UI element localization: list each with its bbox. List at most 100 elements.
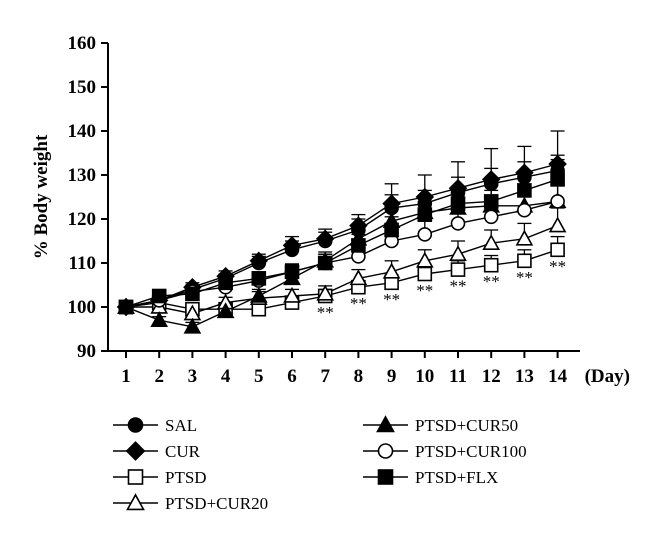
- series-layer: [116, 130, 567, 334]
- x-tick-label: 3: [188, 366, 198, 387]
- series-markers-ptsd-flx: [118, 172, 565, 315]
- data-point: [450, 196, 466, 211]
- legend-label: PTSD+CUR100: [415, 442, 527, 461]
- data-point: [517, 202, 532, 218]
- data-point: [284, 264, 300, 280]
- data-point: [349, 269, 368, 286]
- data-point: [483, 194, 499, 209]
- significance-marker: **: [317, 303, 334, 322]
- y-tick-label: 140: [68, 121, 97, 142]
- data-point: [548, 216, 567, 233]
- data-point: [316, 284, 335, 301]
- data-point: [251, 271, 267, 286]
- y-axis-label: % Body weight: [31, 134, 52, 259]
- data-point: [150, 311, 169, 327]
- legend: SAL CUR PTSD PTSD+CUR20 PTSD+CUR50 PTSD+CUR10…: [113, 415, 527, 513]
- data-point: [483, 209, 499, 225]
- x-tick-label: 6: [287, 366, 297, 387]
- data-point: [481, 170, 501, 189]
- data-point: [483, 257, 499, 273]
- data-point: [218, 275, 233, 291]
- x-tick-label: 10: [415, 366, 434, 387]
- annotation-layer: ** ** ** ** ** ** ** **: [317, 257, 566, 322]
- x-tick-label: 13: [515, 366, 534, 387]
- legend-marker: [127, 417, 144, 433]
- legend-item: PTSD+CUR20: [113, 493, 268, 513]
- data-point: [417, 207, 433, 222]
- significance-marker: **: [483, 272, 500, 291]
- x-tick-label: 1: [121, 366, 131, 387]
- legend-marker: [126, 493, 145, 511]
- data-point: [382, 262, 401, 279]
- data-point: [384, 222, 399, 238]
- legend-label: PTSD+CUR50: [415, 416, 518, 435]
- significance-marker: **: [450, 277, 467, 296]
- x-tick-label: 2: [154, 366, 164, 387]
- significance-marker: **: [549, 257, 566, 276]
- data-point: [482, 234, 501, 250]
- x-tick-label: 11: [449, 366, 467, 387]
- y-tick-label: 150: [68, 77, 97, 98]
- x-tick-label: 12: [482, 366, 501, 387]
- x-tick-label: 8: [354, 366, 364, 387]
- x-tick-label: 9: [387, 366, 397, 387]
- significance-marker: **: [383, 290, 400, 309]
- data-point: [183, 317, 202, 334]
- data-point: [351, 238, 366, 253]
- legend-item: PTSD: [113, 468, 207, 487]
- y-tick-label: 100: [68, 297, 97, 318]
- legend-item: CUR: [113, 441, 201, 461]
- data-point: [417, 266, 433, 282]
- data-point: [550, 172, 565, 187]
- y-tick-label: 110: [69, 253, 96, 274]
- x-tick-label: 4: [221, 366, 231, 387]
- legend-item: SAL: [113, 416, 197, 435]
- x-tick-label: 14: [548, 366, 568, 387]
- data-point: [450, 262, 466, 277]
- data-point: [517, 253, 532, 269]
- data-point: [216, 302, 235, 319]
- significance-marker: **: [350, 294, 367, 313]
- legend-marker: [377, 443, 394, 459]
- legend-item: PTSD+CUR100: [363, 442, 527, 461]
- data-point: [450, 216, 466, 231]
- data-point: [550, 242, 565, 258]
- data-point: [550, 194, 565, 209]
- data-point: [417, 227, 433, 242]
- legend-label: PTSD+CUR20: [165, 494, 268, 513]
- legend-marker: [377, 469, 394, 485]
- legend-label: CUR: [165, 442, 201, 461]
- significance-marker: **: [516, 268, 533, 287]
- data-point: [249, 251, 269, 271]
- data-point: [415, 251, 434, 268]
- legend-marker: [127, 469, 144, 485]
- data-point: [515, 229, 534, 246]
- data-point: [283, 286, 301, 303]
- y-tick-label: 160: [68, 33, 97, 54]
- y-tick-label: 90: [77, 341, 96, 362]
- data-point: [118, 299, 134, 315]
- legend-item: PTSD+CUR50: [363, 415, 518, 435]
- significance-marker: **: [416, 281, 433, 300]
- x-tick-label: 7: [320, 366, 330, 387]
- data-point: [249, 286, 268, 303]
- x-tick-label: 5: [254, 366, 264, 387]
- x-axis-label: (Day): [585, 366, 630, 387]
- y-tick-label: 120: [68, 209, 97, 230]
- legend-label: PTSD: [165, 468, 207, 487]
- data-point: [315, 229, 335, 249]
- data-point: [282, 236, 302, 255]
- legend-marker: [125, 441, 146, 461]
- legend-item: PTSD+FLX: [363, 468, 498, 487]
- legend-label: PTSD+FLX: [415, 468, 498, 487]
- legend-label: SAL: [165, 416, 197, 435]
- data-point: [517, 183, 532, 198]
- data-point: [449, 245, 467, 261]
- data-point: [382, 194, 401, 213]
- data-point: [151, 288, 167, 304]
- data-point: [317, 255, 333, 271]
- legend-marker: [376, 415, 395, 433]
